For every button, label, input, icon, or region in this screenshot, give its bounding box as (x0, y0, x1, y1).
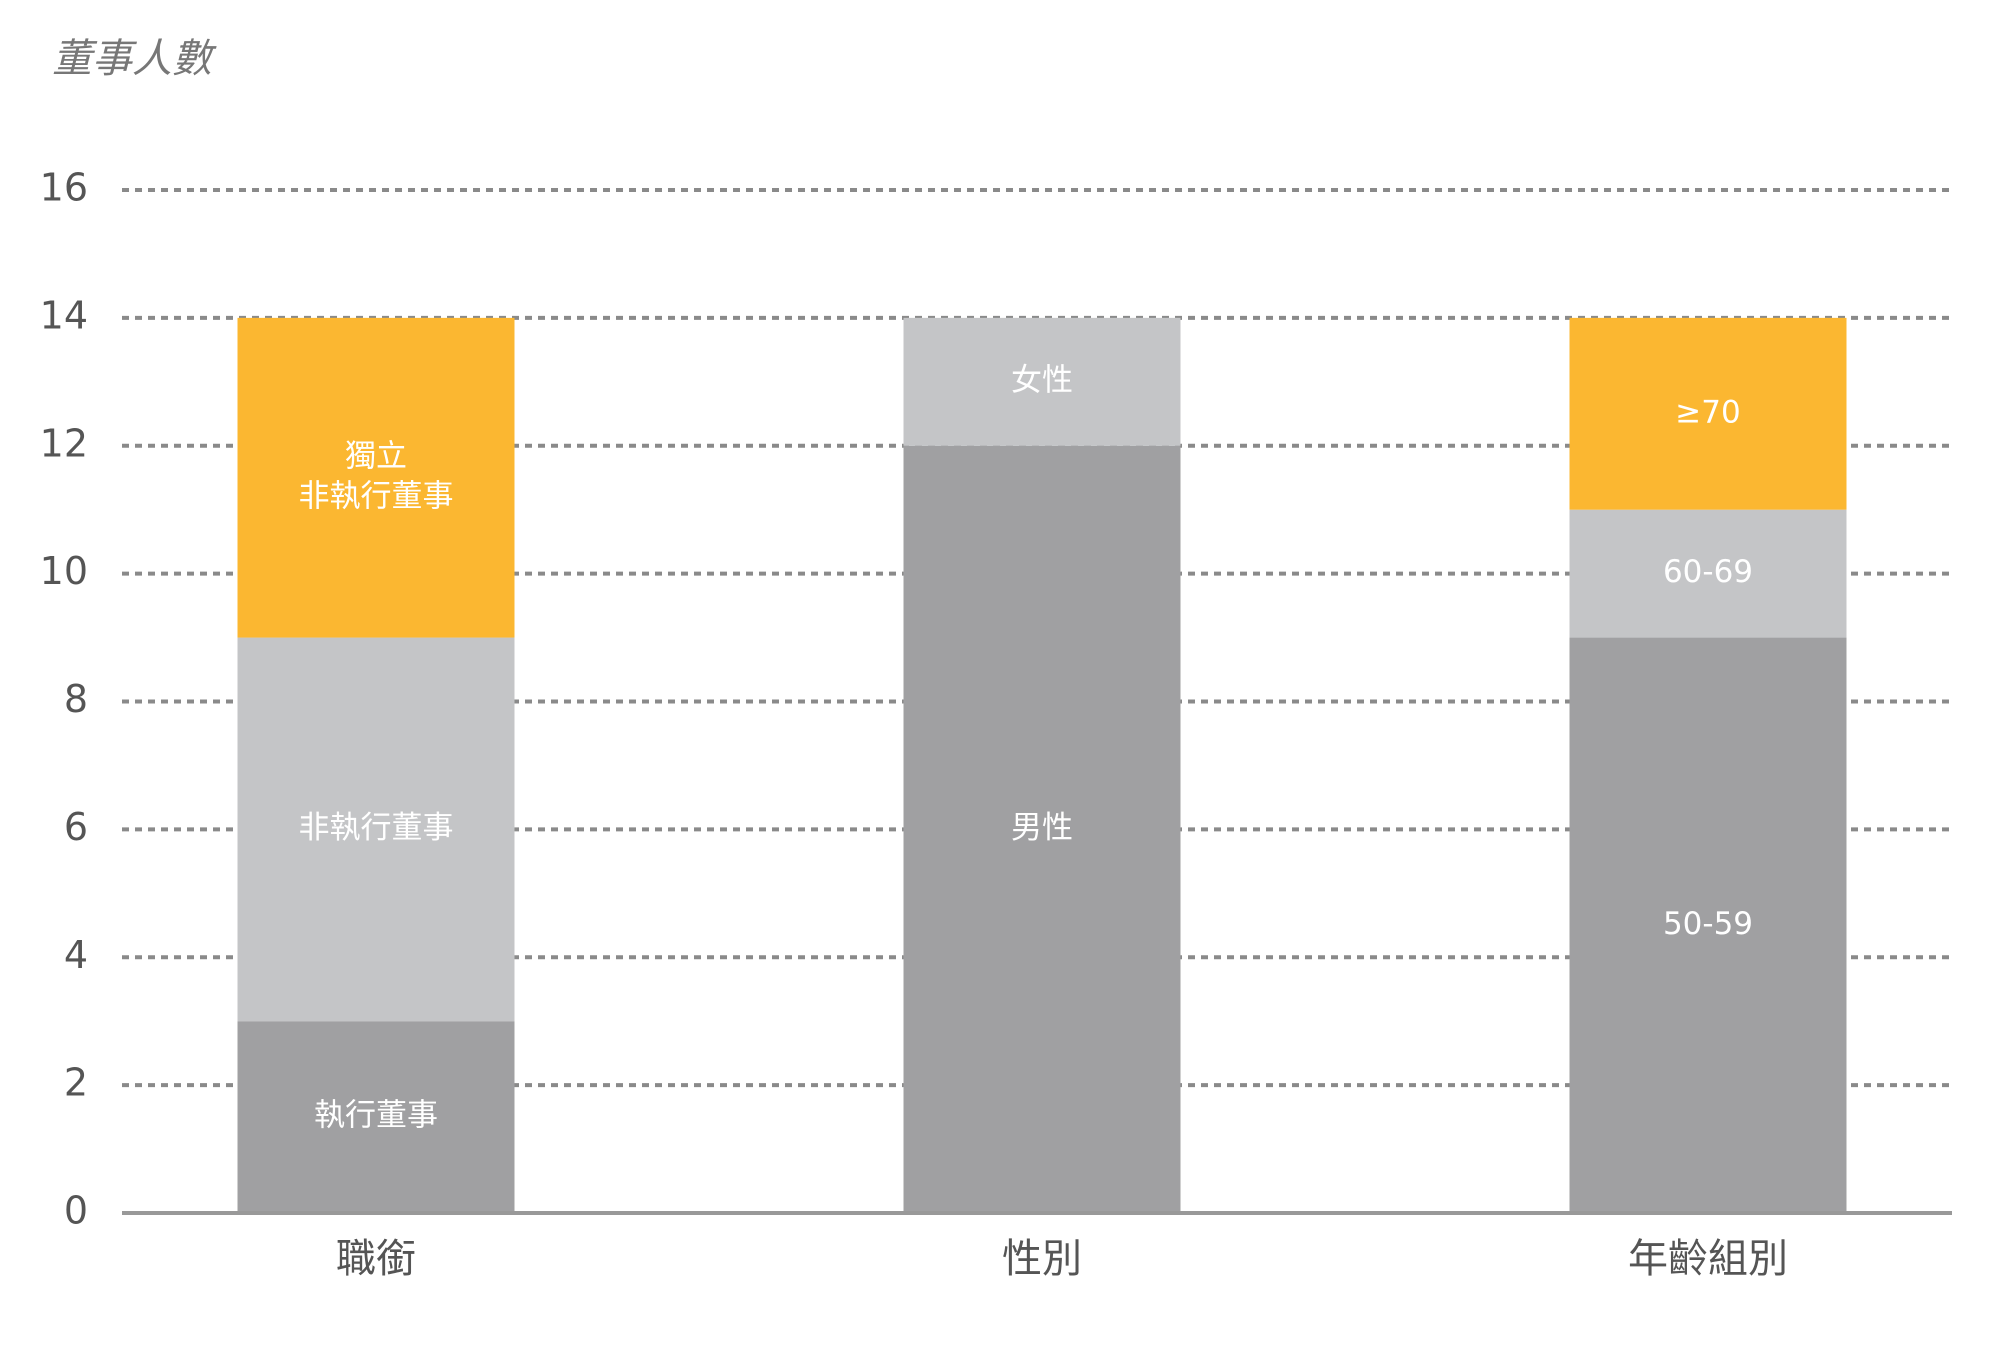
y-tick-label: 16 (40, 166, 88, 210)
bar-segment (1569, 317, 1847, 510)
segment-label: ≥70 (1675, 394, 1740, 430)
y-tick-label: 2 (64, 1061, 88, 1105)
bar-segment (237, 1021, 515, 1213)
segment-label: 60-69 (1663, 554, 1753, 590)
segment-label: 非執行董事 (299, 810, 454, 846)
y-tick-label: 10 (40, 549, 88, 593)
segment-label: 執行董事 (314, 1098, 438, 1134)
segment-label: 男性 (1011, 810, 1073, 846)
x-tick-label: 職銜 (336, 1236, 416, 1282)
segment-label-line: 非執行董事 (299, 478, 454, 514)
y-tick-label: 4 (64, 933, 88, 977)
bar-segment (237, 637, 515, 1022)
segment-label: 獨立非執行董事 (299, 438, 454, 514)
y-tick-label: 14 (40, 293, 88, 337)
y-axis-title: 董事人數 (52, 36, 217, 82)
x-tick-label: 年齡組別 (1628, 1236, 1788, 1282)
segment-label: 50-59 (1663, 906, 1753, 942)
segment-label-line: 獨立 (345, 438, 407, 474)
y-tick-label: 0 (64, 1189, 88, 1233)
bar-segment (903, 317, 1181, 446)
x-tick-label: 性別 (1002, 1236, 1082, 1282)
bar-segment (1569, 637, 1847, 1213)
bar-segment (903, 445, 1181, 1213)
y-tick-label: 8 (64, 677, 88, 721)
bar-segment (237, 317, 515, 638)
y-tick-label: 12 (40, 421, 88, 465)
y-tick-label: 6 (64, 805, 88, 849)
bar-segment (1569, 509, 1847, 638)
segment-label: 女性 (1011, 362, 1073, 398)
